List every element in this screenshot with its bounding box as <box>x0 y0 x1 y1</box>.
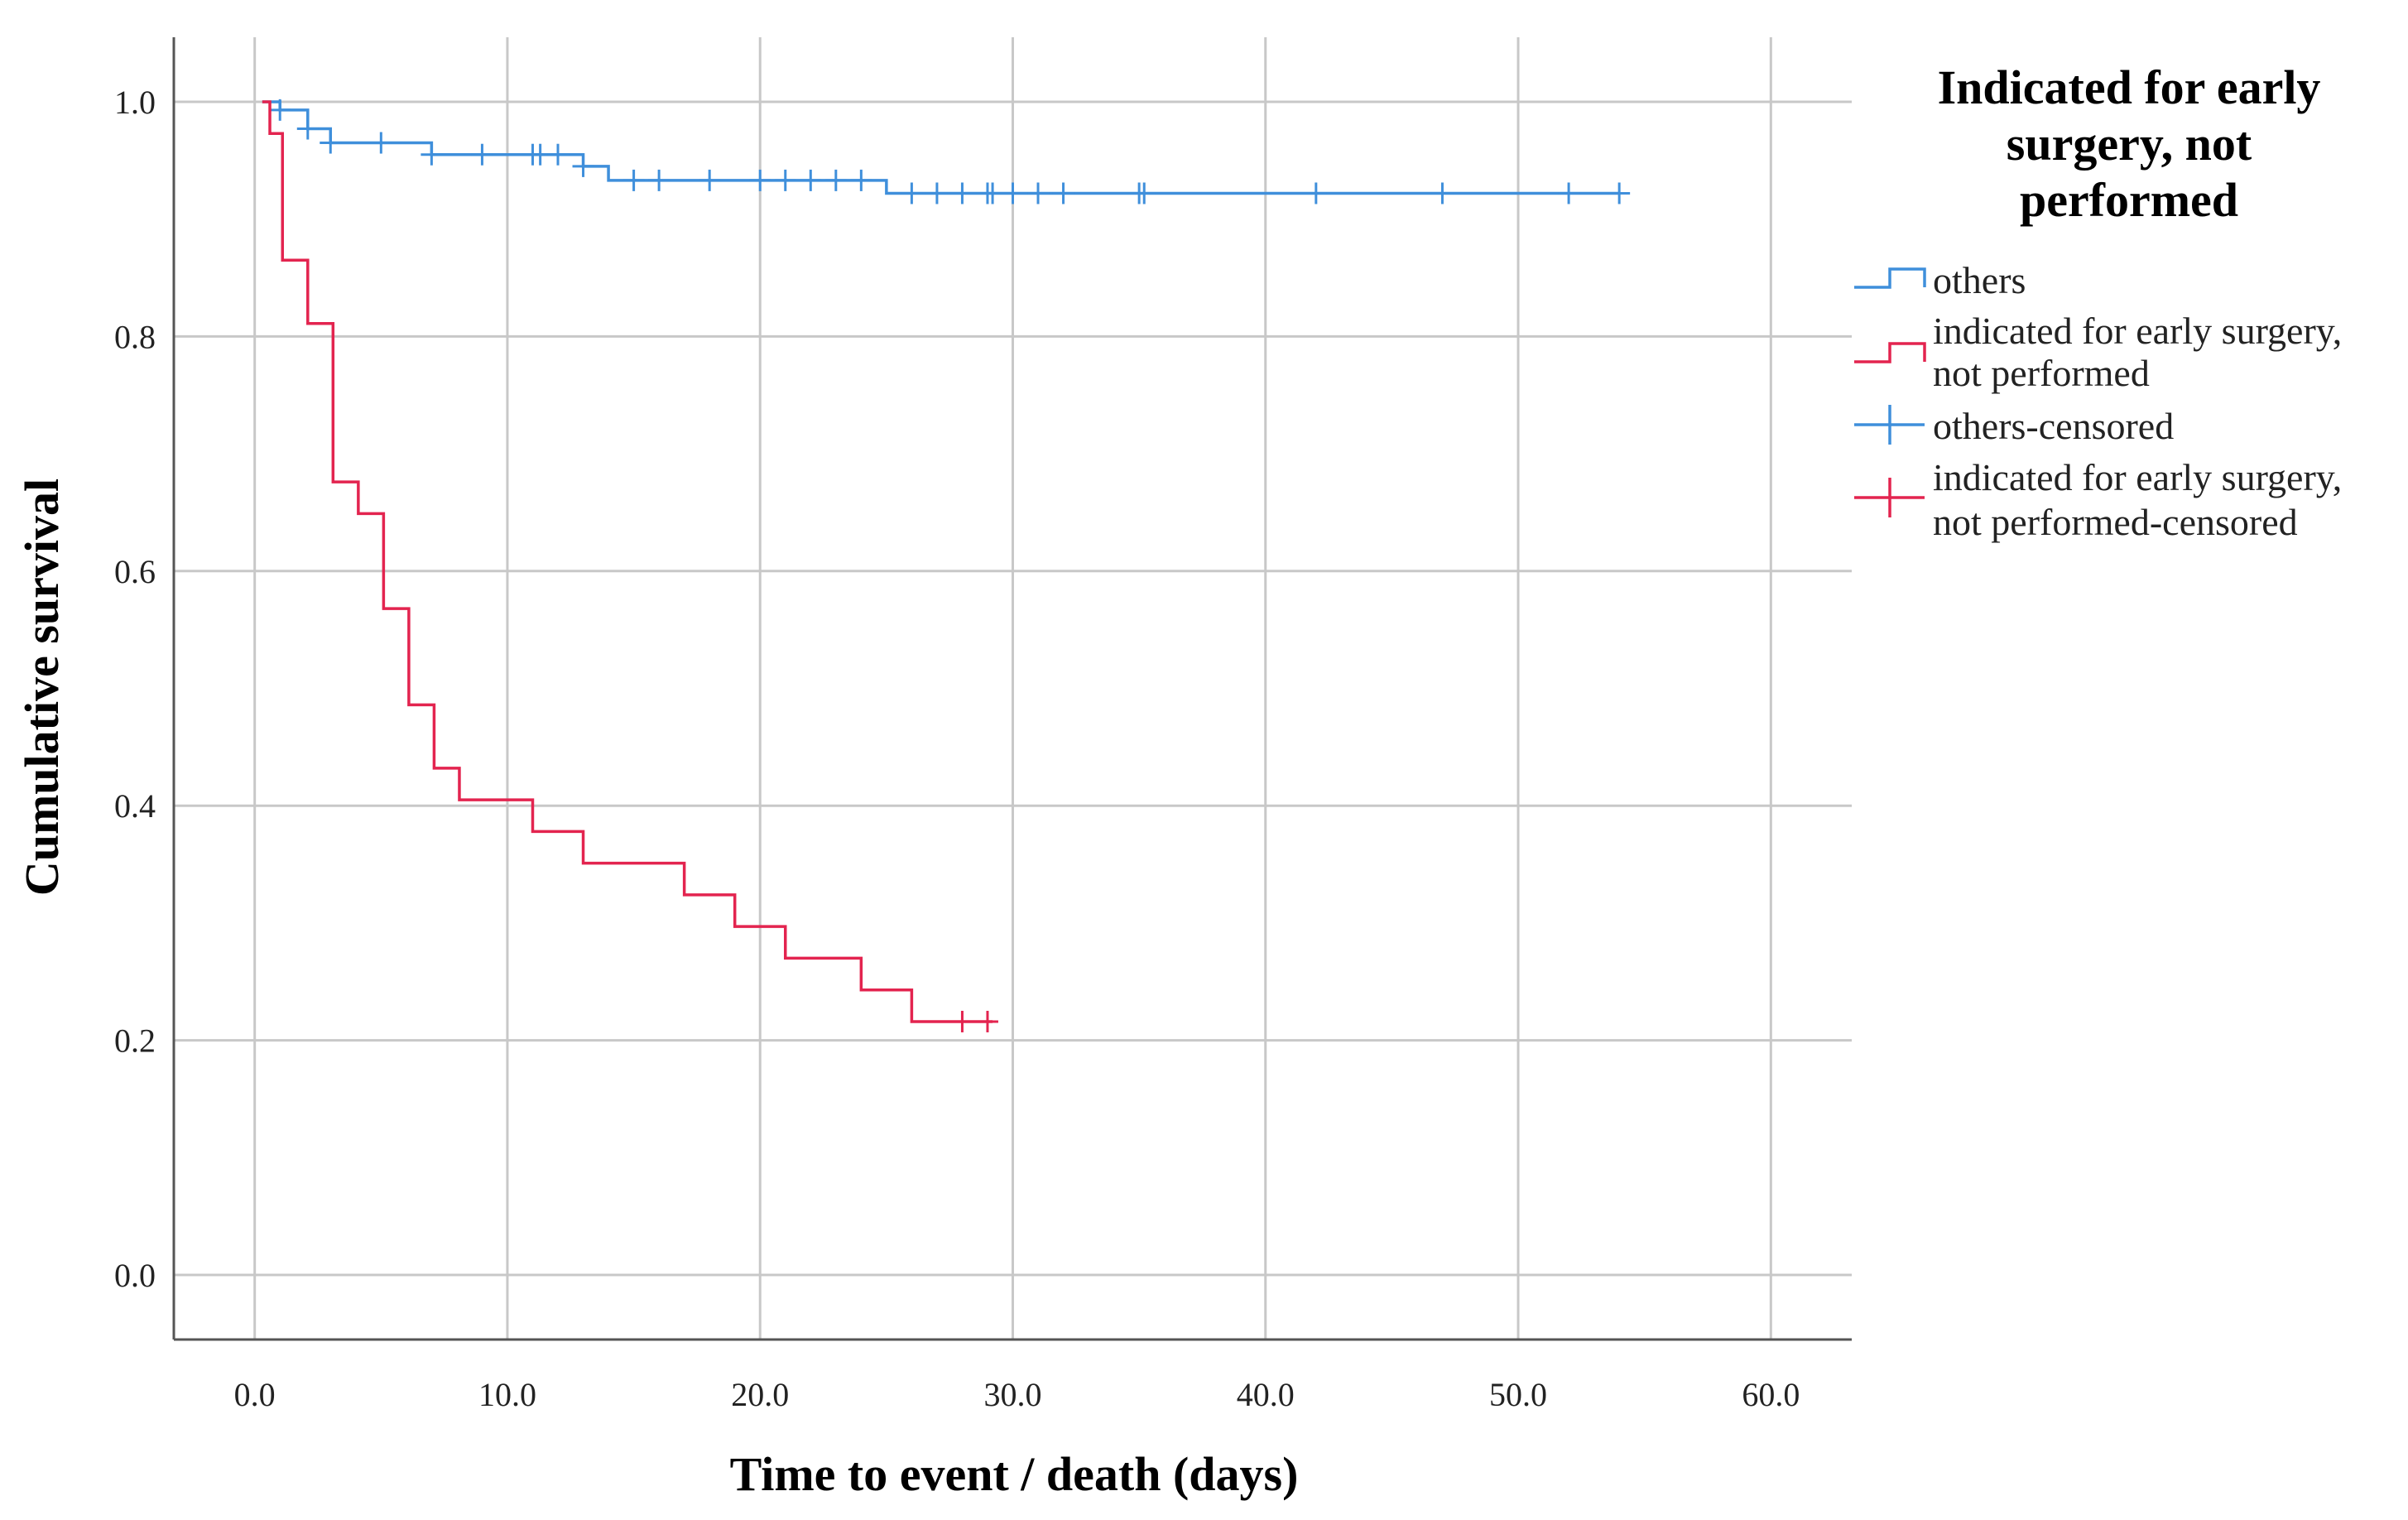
legend-entry-2: others-censored <box>1854 405 2174 447</box>
censored-marker <box>699 169 721 191</box>
legend-step-swatch <box>1854 342 1926 363</box>
y-axis-title: Cumulative survival <box>15 479 69 896</box>
censored-marker <box>925 182 948 204</box>
legend-step-swatch <box>1854 267 1926 289</box>
series-line <box>262 100 993 1023</box>
y-tick-label: 0.6 <box>114 553 156 590</box>
censored-marker <box>976 1010 998 1032</box>
legend-label: not performed <box>1933 352 2150 394</box>
y-tick-label: 0.4 <box>114 787 156 825</box>
x-tick-label: 10.0 <box>478 1376 536 1413</box>
censored-marker <box>648 169 670 191</box>
legend-entry-3: indicated for early surgery,not performe… <box>1854 456 2342 543</box>
censored-marker <box>296 118 319 140</box>
legend-label: indicated for early surgery, <box>1933 456 2342 498</box>
censored-marker <box>269 99 291 121</box>
x-tick-label: 50.0 <box>1489 1376 1547 1413</box>
x-tick-label: 40.0 <box>1237 1376 1295 1413</box>
censored-marker <box>421 143 443 166</box>
censored-marker <box>1558 182 1580 204</box>
censored-marker <box>1608 182 1631 204</box>
censored-marker <box>749 169 771 191</box>
censored-marker <box>547 143 570 166</box>
censored-marker <box>320 132 342 154</box>
y-tick-labels: 0.0 0.2 0.4 0.6 0.8 1.0 <box>114 84 156 1294</box>
y-tick-label: 0.2 <box>114 1022 156 1060</box>
x-tick-label: 30.0 <box>984 1376 1042 1413</box>
censored-marker <box>951 1010 973 1032</box>
series-1 <box>262 100 998 1032</box>
legend-label: not performed-censored <box>1933 501 2298 543</box>
censored-marker <box>1027 182 1050 204</box>
x-tick-label: 0.0 <box>234 1376 276 1413</box>
censored-marker <box>1052 182 1074 204</box>
legend-entry-1: indicated for early surgery,not performe… <box>1854 310 2342 394</box>
censored-marker <box>471 143 493 166</box>
censored-marker <box>1431 182 1454 204</box>
censored-marker <box>824 169 847 191</box>
legend-title: Indicated for early <box>1938 60 2321 114</box>
x-tick-label: 60.0 <box>1742 1376 1800 1413</box>
censored-marker <box>370 132 392 154</box>
y-tick-label: 1.0 <box>114 84 156 121</box>
survival-curves <box>262 99 1631 1032</box>
legend-label: indicated for early surgery, <box>1933 310 2342 352</box>
censored-marker <box>982 182 1004 204</box>
censored-marker <box>1002 182 1024 204</box>
censored-marker <box>1133 182 1156 204</box>
gridlines <box>174 37 1852 1340</box>
legend-title: performed <box>2020 173 2238 227</box>
legend-label: others <box>1933 259 2026 301</box>
x-tick-labels: 0.0 10.0 20.0 30.0 40.0 50.0 60.0 <box>234 1376 1800 1413</box>
legend-title: surgery, not <box>2007 117 2252 171</box>
x-tick-label: 20.0 <box>731 1376 789 1413</box>
y-tick-label: 0.8 <box>114 318 156 355</box>
censored-marker <box>850 169 872 191</box>
censored-marker <box>774 169 796 191</box>
y-tick-label: 0.0 <box>114 1257 156 1294</box>
series-0 <box>262 99 1631 204</box>
series-line <box>262 100 1620 195</box>
censored-marker <box>800 169 822 191</box>
legend-label: others-censored <box>1933 405 2174 447</box>
censored-marker <box>901 182 923 204</box>
censored-marker <box>622 169 645 191</box>
axes <box>172 37 1852 1341</box>
x-axis-title: Time to event / death (days) <box>730 1447 1299 1501</box>
censored-marker <box>951 182 973 204</box>
legend-entry-0: others <box>1854 259 2026 301</box>
censored-marker <box>572 155 594 177</box>
censored-marker <box>1305 182 1327 204</box>
